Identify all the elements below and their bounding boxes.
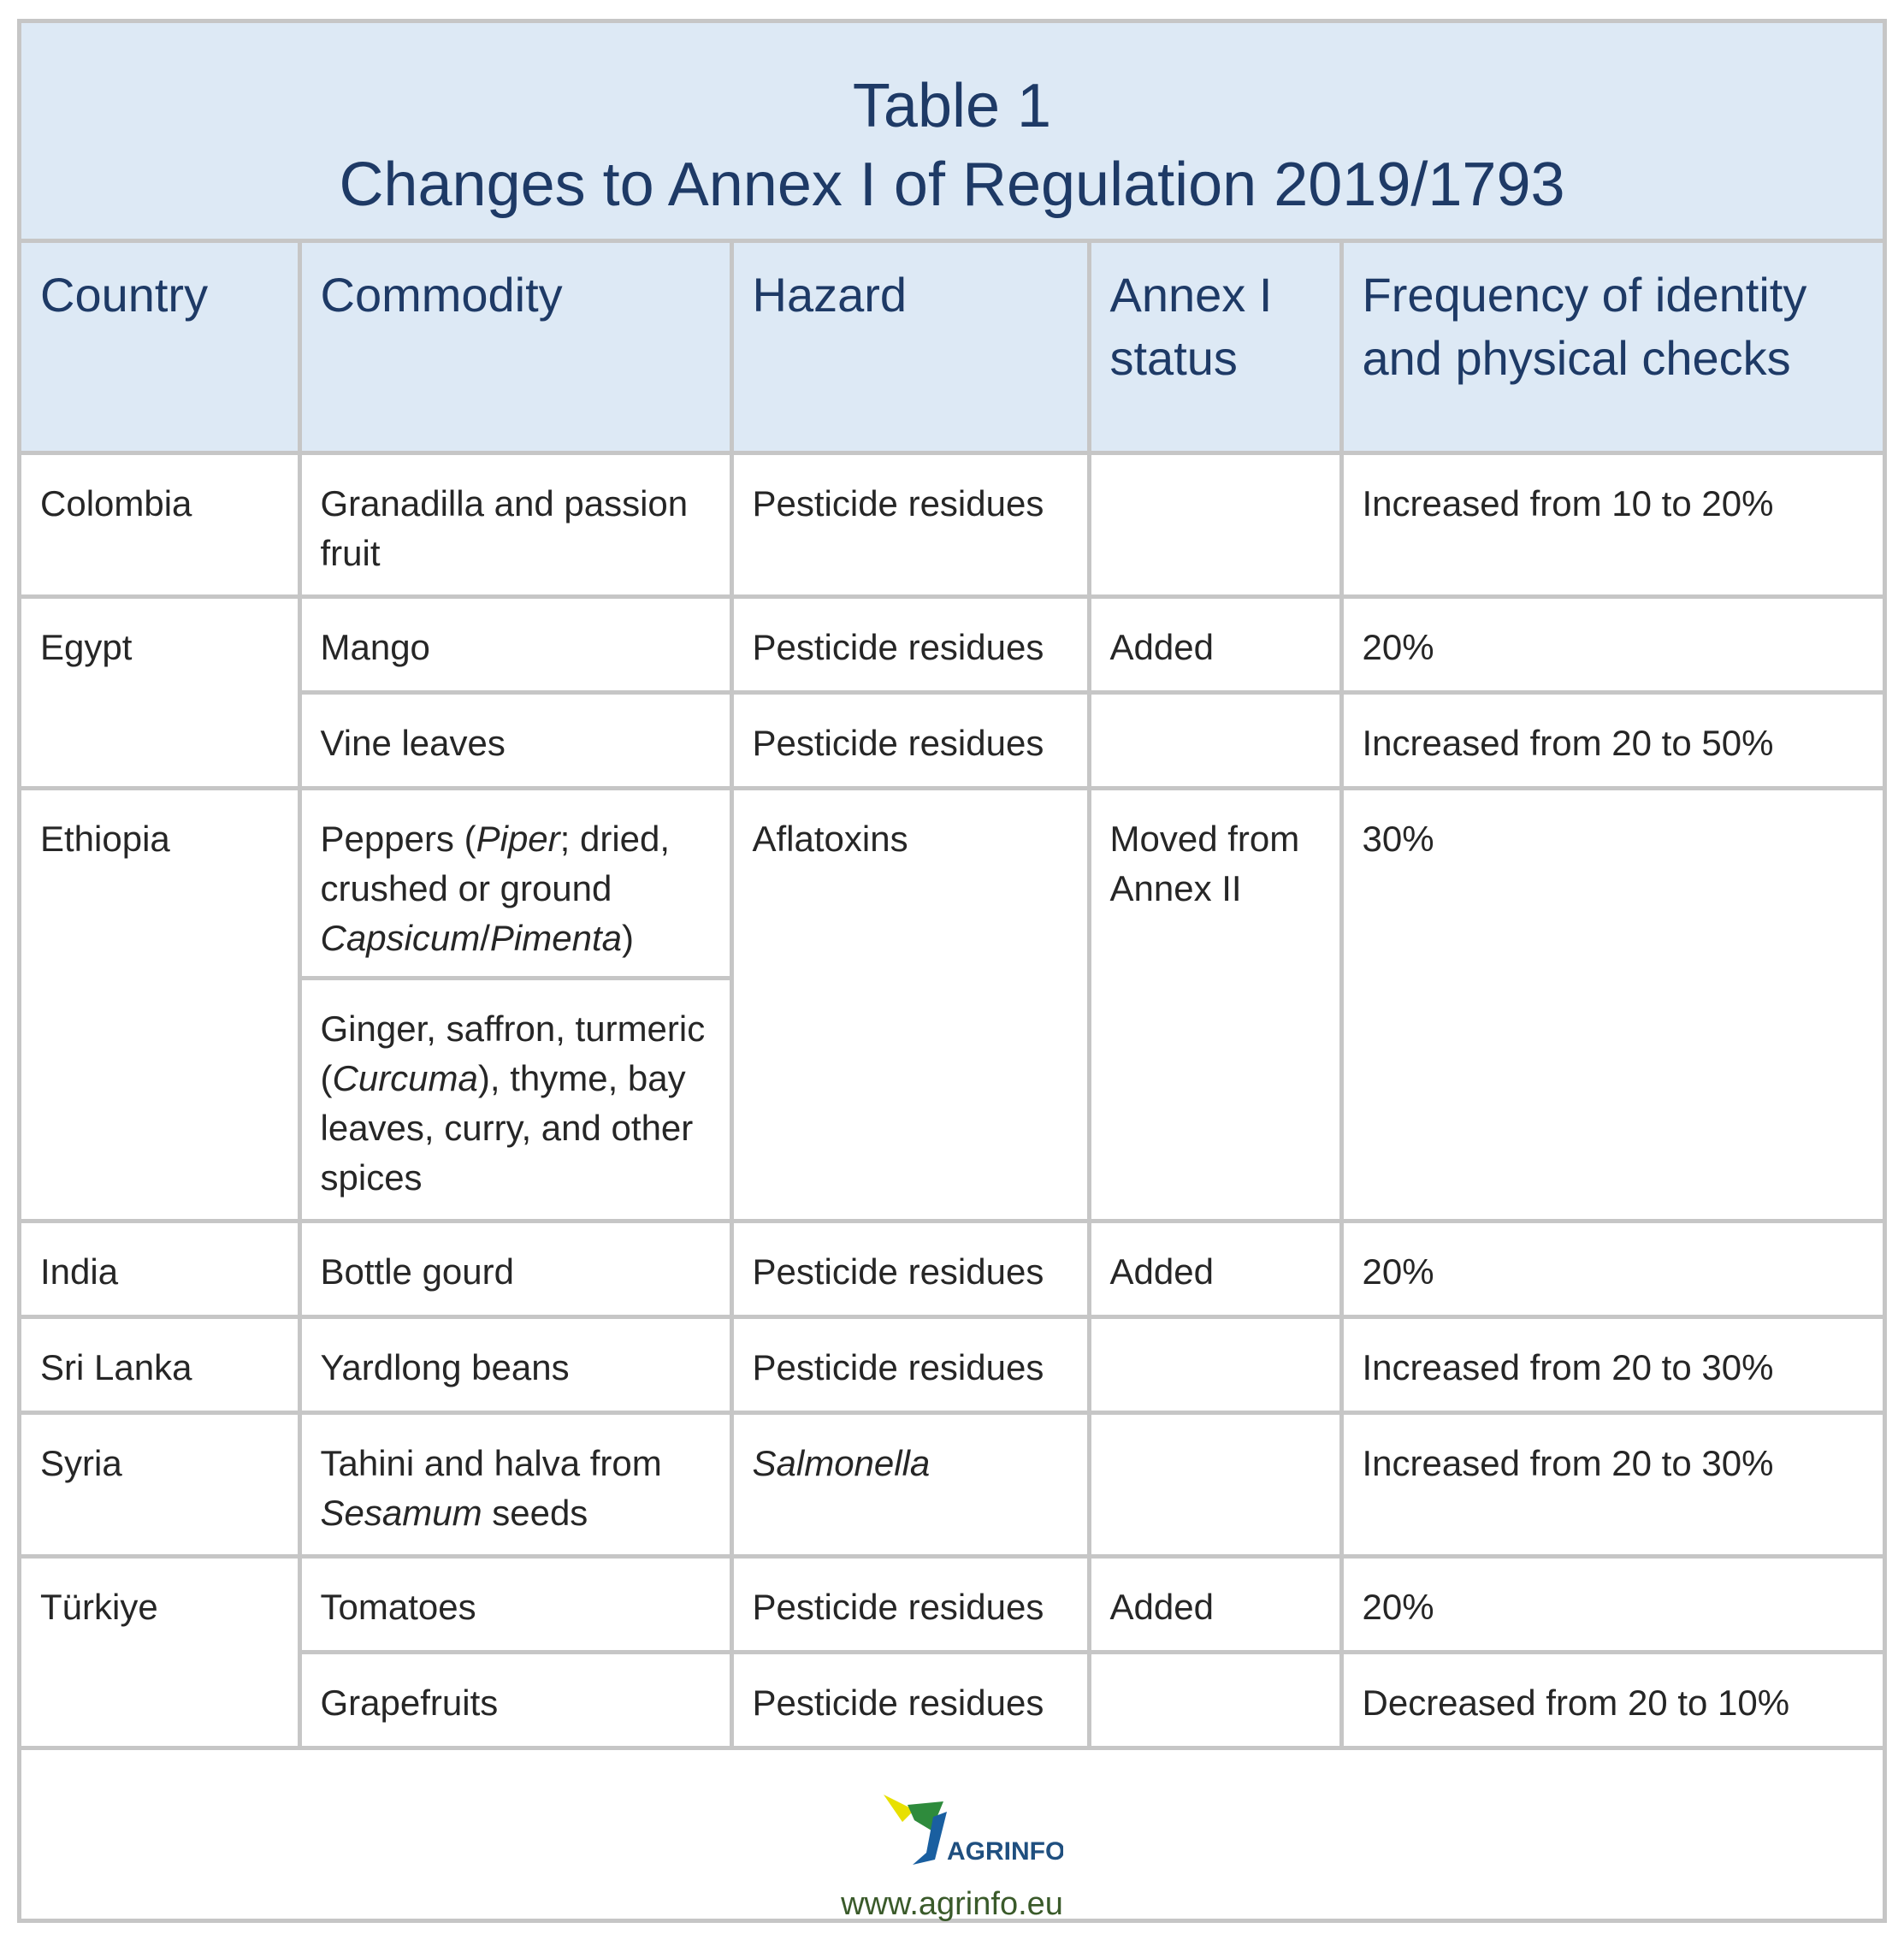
commodity-scientific-name: Capsicum <box>320 918 481 958</box>
status-cell: Added <box>1086 1554 1344 1654</box>
table-row: Türkiye Tomatoes Pesticide residues Adde… <box>21 1554 1883 1750</box>
hazard-cell: Pesticide residues <box>729 451 1091 599</box>
status-cell: Added <box>1086 594 1344 695</box>
country-cell: Egypt <box>21 594 302 790</box>
commodity-scientific-name: Curcuma <box>332 1058 478 1098</box>
commodity-text: ) <box>621 918 634 958</box>
status-cell <box>1086 690 1344 790</box>
table-row: Ginger, saffron, turmeric (Curcuma), thy… <box>21 976 1883 1223</box>
commodity-scientific-name: Pimenta <box>489 918 622 958</box>
status-cell: Moved from Annex II <box>1086 786 1344 1223</box>
header-frequency: Frequency of identity and physical check… <box>1339 239 1883 455</box>
header-commodity: Commodity <box>297 239 734 455</box>
commodity-cell: Peppers (Piper; dried, crushed or ground… <box>297 786 734 980</box>
frequency-cell: Decreased from 20 to 10% <box>1339 1650 1883 1750</box>
country-cell: Sri Lanka <box>21 1315 302 1415</box>
table-title: Changes to Annex I of Regulation 2019/17… <box>339 151 1565 219</box>
hazard-cell: Pesticide residues <box>729 1315 1091 1415</box>
logo-wordmark: AGRINFO <box>947 1837 1063 1866</box>
status-cell <box>1086 1315 1344 1415</box>
title-band: Table 1 Changes to Annex I of Regulation… <box>21 23 1883 239</box>
hazard-cell: Pesticide residues <box>729 594 1091 695</box>
hazard-cell: Aflatoxins <box>729 786 1091 1223</box>
frequency-cell: 20% <box>1339 1554 1883 1654</box>
country-cell: India <box>21 1219 302 1319</box>
commodity-cell: Vine leaves <box>299 690 734 790</box>
table-number: Table 1 <box>852 72 1052 140</box>
header-row: Country Commodity Hazard Annex I status … <box>21 239 1883 455</box>
table-row: India Bottle gourd Pesticide residues Ad… <box>21 1219 1883 1319</box>
frequency-cell: 30% <box>1339 786 1883 1223</box>
country-cell: Syria <box>21 1411 302 1559</box>
hazard-cell: Pesticide residues <box>729 1554 1091 1654</box>
commodity-text: seeds <box>482 1493 588 1533</box>
frequency-cell: 20% <box>1339 594 1883 695</box>
table-row: Vine leaves Pesticide residues Increased… <box>21 690 1883 790</box>
hazard-cell: Pesticide residues <box>729 1219 1091 1319</box>
commodity-cell: Granadilla and passion fruit <box>297 451 734 599</box>
country-cell: Ethiopia <box>21 786 302 1223</box>
frequency-cell: Increased from 20 to 50% <box>1339 690 1883 790</box>
table-frame: Table 1 Changes to Annex I of Regulation… <box>17 19 1887 1923</box>
footer: AGRINFO www.agrinfo.eu <box>21 1772 1883 1922</box>
status-cell <box>1086 1411 1344 1559</box>
commodity-text: / <box>480 918 490 958</box>
status-cell <box>1086 1650 1344 1750</box>
table-row: Ethiopia Peppers (Piper; dried, crushed … <box>21 786 1883 1223</box>
table-row: Syria Tahini and halva from Sesamum seed… <box>21 1411 1883 1559</box>
status-cell: Added <box>1086 1219 1344 1319</box>
table-row: Colombia Granadilla and passion fruit Pe… <box>21 451 1883 599</box>
agrinfo-logo: AGRINFO <box>884 1795 1063 1866</box>
table-row: Sri Lanka Yardlong beans Pesticide resid… <box>21 1315 1883 1415</box>
logo-yellow-shape <box>884 1795 914 1822</box>
commodity-cell: Grapefruits <box>299 1650 734 1750</box>
commodity-text: ; dried, crushed or ground <box>320 819 671 908</box>
commodity-text: ), thyme, bay leaves, curry, and other s… <box>320 1058 694 1198</box>
header-annex-status: Annex I status <box>1086 239 1344 455</box>
hazard-cell: Pesticide residues <box>729 1650 1091 1750</box>
hazard-cell: Pesticide residues <box>729 690 1091 790</box>
table-row: Egypt Mango Pesticide residues Added 20% <box>21 594 1883 790</box>
commodity-scientific-name: Piper <box>476 819 560 859</box>
commodity-cell: Mango <box>297 594 734 695</box>
commodity-text: Peppers ( <box>320 819 476 859</box>
commodity-cell: Yardlong beans <box>297 1315 734 1415</box>
header-hazard: Hazard <box>729 239 1091 455</box>
status-cell <box>1086 451 1344 599</box>
table-row: Grapefruits Pesticide residues Decreased… <box>21 1650 1883 1750</box>
regulation-table: Country Commodity Hazard Annex I status … <box>21 239 1883 1750</box>
frequency-cell: Increased from 20 to 30% <box>1339 1315 1883 1415</box>
frequency-cell: Increased from 10 to 20% <box>1339 451 1883 599</box>
hazard-cell: Salmonella <box>729 1411 1091 1559</box>
logo-blue-shape <box>913 1812 947 1865</box>
hazard-scientific-name: Salmonella <box>752 1443 931 1483</box>
commodity-text: Ginger, saffron, turmeric ( <box>320 1008 706 1098</box>
commodity-cell: Bottle gourd <box>297 1219 734 1319</box>
commodity-cell: Tahini and halva from Sesamum seeds <box>297 1411 734 1559</box>
frequency-cell: 20% <box>1339 1219 1883 1319</box>
header-country: Country <box>21 239 302 455</box>
country-cell: Colombia <box>21 451 302 599</box>
commodity-cell: Tomatoes <box>297 1554 734 1654</box>
website-url: www.agrinfo.eu <box>841 1886 1063 1922</box>
commodity-scientific-name: Sesamum <box>320 1493 482 1533</box>
frequency-cell: Increased from 20 to 30% <box>1339 1411 1883 1559</box>
commodity-cell: Ginger, saffron, turmeric (Curcuma), thy… <box>299 976 731 1223</box>
country-cell: Türkiye <box>21 1554 302 1750</box>
commodity-text: Tahini and halva from <box>320 1443 662 1483</box>
